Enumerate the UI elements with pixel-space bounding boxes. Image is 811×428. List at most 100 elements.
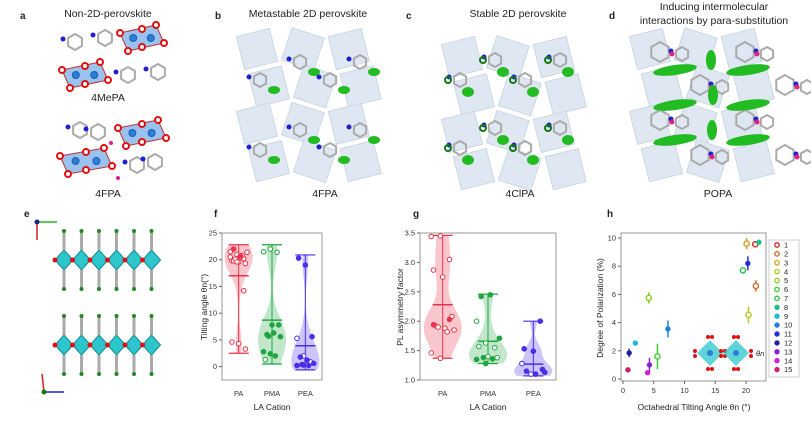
panel-label-d: d [609,11,615,22]
data-point-14 [645,370,649,374]
data-point-open [483,341,488,346]
legend-label: 10 [784,321,792,330]
oxygen-atom [693,354,697,358]
axis-origin [42,390,47,395]
octahedron [641,141,682,182]
benzene-ring [91,124,105,140]
data-point-filled [481,355,486,360]
data-point-open [447,257,452,262]
halogen-atom [150,314,154,318]
oxygen-atom [105,258,110,263]
x-tick-label: 0 [621,386,625,395]
data-point-8 [757,240,761,244]
oxygen-atom [101,145,107,151]
y-tick-label: 1.0 [405,376,415,385]
x-tick-label: PMA [480,389,496,398]
oxygen-atom [105,77,111,83]
data-point-filled [296,256,301,261]
data-point-open [440,275,445,280]
data-point-filled [238,254,243,259]
legend-marker [775,367,779,371]
y-tick-label: 3.0 [405,258,415,267]
plot-frame [621,233,766,381]
data-point-filled [310,334,315,339]
octahedron [236,103,277,144]
oxygen-atom [795,155,800,160]
octahedron [248,66,289,107]
benzene-ring [68,34,82,50]
interaction-surface [462,155,474,165]
oxygen-atom [105,343,110,348]
panel-label-c: c [406,11,412,22]
interaction-surface [497,135,509,145]
metal-atom [91,72,98,79]
data-point-filled [474,357,479,362]
benzene-ring [776,75,793,95]
data-point-open [438,356,443,361]
y-tick-label: 8 [612,262,616,271]
halogen-atom [115,314,119,318]
data-point-filled [531,349,536,354]
y-tick-label: 25 [209,229,217,238]
halogen-atom [150,229,154,233]
data-point-filled [488,292,493,297]
chlorine-atom [480,57,486,63]
chart-g-xlabel: LA Cation [470,402,507,412]
oxygen-atom [161,40,167,46]
legend-label: 9 [784,312,788,321]
panel-b-structure [236,28,381,183]
nitrogen-atom [347,125,352,130]
chart-f-ylabel: Tilting angle θn(°) [199,274,209,341]
oxygen-atom [693,349,697,353]
nitrogen-atom [287,57,292,62]
y-tick-label: 2 [612,346,616,355]
interaction-surface [268,156,280,164]
oxygen-atom [97,59,103,65]
panel-a-title: Non-2D-perovskite [64,8,152,20]
halogen-atom [132,314,136,318]
nitrogen-atom [84,127,89,132]
oxygen-atom [719,349,723,353]
legend-marker [775,278,779,282]
legend-label: 6 [784,285,788,294]
panel-b-caption: 4FPA [312,188,337,200]
nitrogen-atom [141,157,146,162]
oxygen-atom [795,85,800,90]
oxygen-atom [706,367,710,371]
oxygen-atom [755,52,760,57]
oxygen-atom [736,335,740,339]
oxygen-atom [749,349,753,353]
data-point-filled [522,347,527,352]
oxygen-atom [710,335,714,339]
interaction-surface [527,87,539,97]
oxygen-atom [125,48,131,54]
oxygen-atom [736,367,740,371]
interaction-surface [338,86,350,94]
metal-atom [733,350,739,356]
benzene-ring [761,115,773,129]
data-point-13 [647,363,651,367]
interaction-surface [368,136,380,144]
panel-c-structure [441,36,586,191]
legend-marker [775,287,779,291]
octahedron [328,28,369,69]
legend-marker [775,350,779,354]
oxygen-atom [706,335,710,339]
panel-d-caption: POPA [704,188,732,200]
chart-h-polarization-scatter: Degree of Polarization (%) Octahedral Ti… [595,233,799,412]
halogen-atom [132,372,136,376]
interaction-surface [462,87,474,97]
data-point-open [243,347,248,352]
y-tick-label: 1.5 [405,346,415,355]
oxygen-atom [755,120,760,125]
data-point-filled [431,322,436,327]
chlorine-atom [445,77,451,83]
data-point-open [243,261,248,266]
panel-label-e: e [24,209,30,220]
oxygen-atom [117,30,123,36]
structure-illustrations [35,22,811,395]
halogen-atom [150,372,154,376]
octahedron [143,250,161,270]
data-point-3 [744,241,749,246]
legend-label: 1 [784,241,788,250]
